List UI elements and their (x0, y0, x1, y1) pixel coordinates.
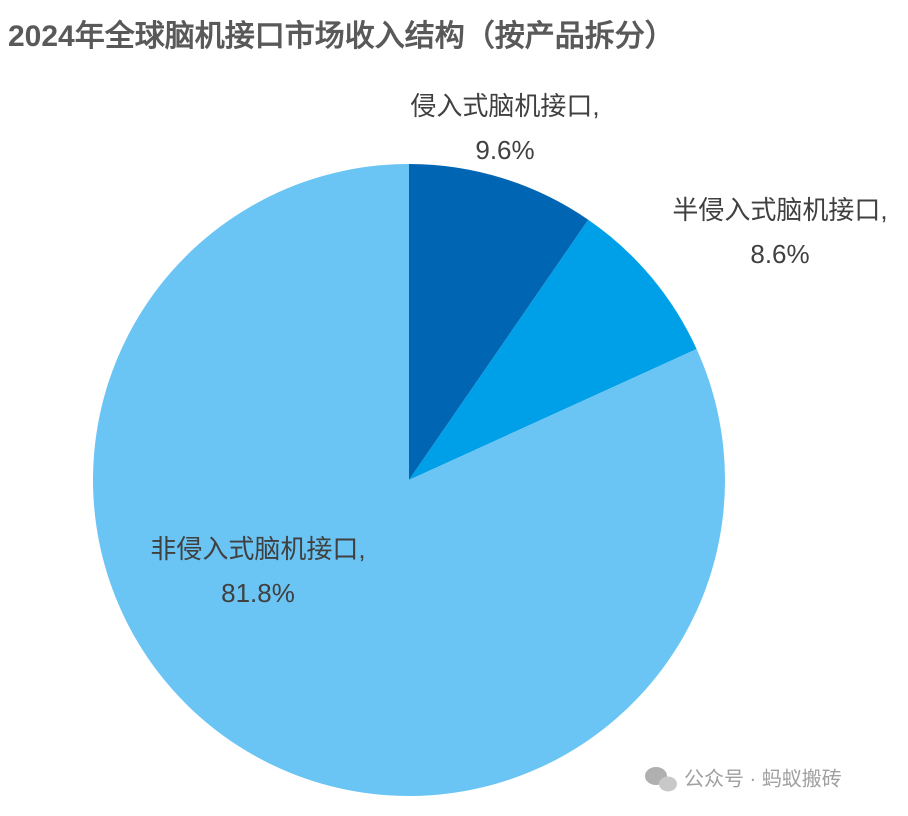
pie-slice (409, 219, 697, 480)
value-label: 81.8% (221, 578, 295, 608)
value-label: 8.6% (750, 239, 809, 269)
slice-label: 侵入式脑机接口, (410, 91, 599, 121)
pie-slice (409, 164, 589, 480)
slice-label: 非侵入式脑机接口, (150, 534, 365, 564)
slice-label: 半侵入式脑机接口, (672, 195, 887, 225)
watermark: 公众号 · 蚂蚁搬砖 (684, 767, 842, 790)
watermark-icon (645, 767, 677, 792)
value-label: 9.6% (475, 135, 534, 165)
pie-slice (92, 164, 725, 797)
chart-title: 2024年全球脑机接口市场收入结构（按产品拆分） (8, 19, 675, 53)
